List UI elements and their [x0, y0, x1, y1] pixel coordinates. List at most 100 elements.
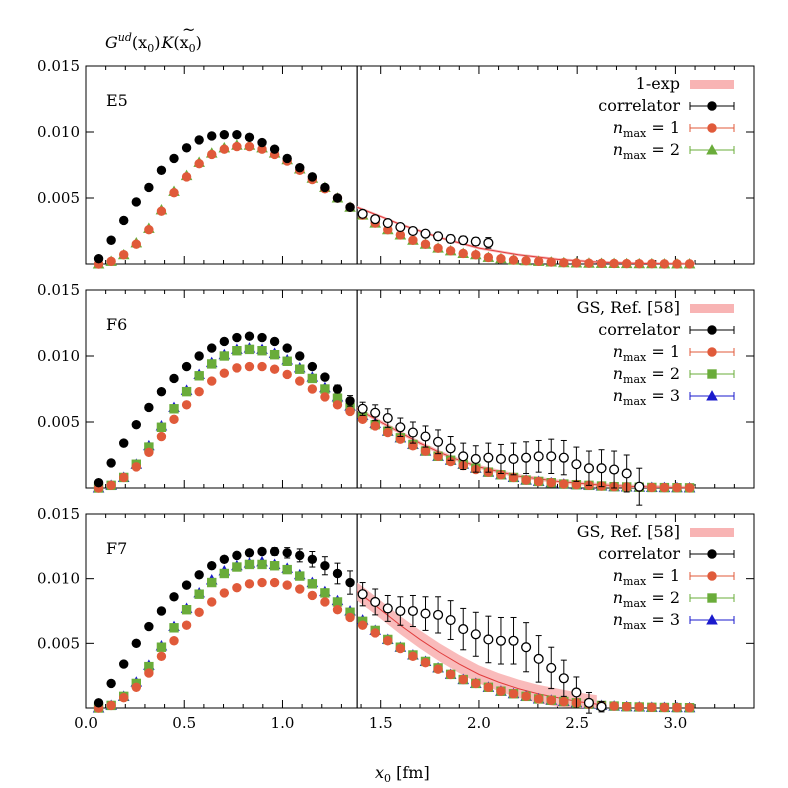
- data-point: [131, 197, 141, 207]
- data-point: [119, 692, 129, 703]
- legend-entry: nmax = 2: [613, 140, 735, 162]
- data-point: [194, 607, 204, 617]
- data-point: [232, 346, 242, 356]
- fit-band: [357, 582, 597, 708]
- data-point: [320, 392, 330, 402]
- data-point: [144, 402, 154, 413]
- x-axis-label: x0 [fm]: [375, 763, 430, 785]
- y-tick-label: 0.010: [37, 347, 80, 365]
- data-point: [382, 412, 393, 424]
- data-point: [332, 384, 343, 394]
- legend-label: nmax = 3: [613, 610, 680, 632]
- data-point: [282, 564, 292, 575]
- data-point: [232, 562, 242, 572]
- x-tick-label: 2.0: [467, 714, 491, 732]
- data-point: [269, 336, 280, 347]
- data-point: [546, 695, 556, 705]
- data-point: [269, 561, 280, 571]
- legend-swatch: [690, 528, 734, 537]
- data-point: [559, 257, 569, 268]
- data-point: [533, 256, 544, 267]
- data-point: [596, 258, 607, 269]
- data-point: [232, 141, 242, 152]
- data-point: [433, 664, 443, 674]
- legend-label: 1-exp: [636, 74, 680, 93]
- data-point: [181, 400, 192, 410]
- data-point: [219, 568, 230, 579]
- data-point: [558, 673, 569, 684]
- data-point: [320, 561, 330, 571]
- data-point: [445, 233, 456, 244]
- legend-marker: [707, 101, 717, 111]
- data-point: [106, 480, 116, 491]
- data-point: [244, 132, 255, 142]
- data-point: [169, 414, 179, 425]
- legend-swatch: [690, 80, 734, 89]
- data-point: [445, 246, 456, 256]
- data-point: [156, 651, 167, 661]
- legend-entry: correlator: [598, 320, 735, 339]
- data-point: [219, 588, 230, 598]
- data-point: [345, 396, 355, 406]
- data-point: [558, 452, 569, 463]
- data-point: [483, 237, 494, 248]
- data-point: [119, 215, 129, 226]
- data-point: [232, 332, 242, 343]
- data-point: [257, 577, 267, 588]
- data-point: [244, 548, 255, 558]
- legend-entry: nmax = 1: [613, 342, 735, 364]
- data-point: [295, 550, 305, 561]
- data-point: [232, 363, 242, 373]
- data-point: [672, 259, 682, 269]
- data-point: [131, 419, 141, 430]
- data-point: [93, 254, 104, 264]
- data-point: [119, 659, 129, 669]
- legend-entry: correlator: [598, 96, 735, 115]
- data-point: [194, 158, 204, 169]
- data-point: [232, 129, 242, 140]
- data-point: [219, 336, 230, 347]
- data-point: [483, 252, 494, 263]
- data-point: [207, 597, 217, 607]
- data-point: [232, 583, 242, 593]
- data-point: [181, 605, 192, 615]
- data-point: [445, 615, 456, 626]
- data-point: [106, 458, 116, 468]
- data-point: [156, 165, 167, 175]
- data-point: [119, 472, 129, 483]
- data-point: [420, 239, 431, 249]
- data-point: [458, 624, 469, 635]
- data-point: [295, 162, 305, 173]
- data-point: [458, 248, 468, 259]
- legend-entry: 1-exp: [636, 74, 734, 93]
- data-point: [470, 453, 481, 465]
- legend-marker: [707, 571, 717, 581]
- data-point: [156, 386, 167, 397]
- data-point: [521, 475, 531, 485]
- data-point: [483, 452, 494, 463]
- data-point: [307, 172, 318, 182]
- data-point: [257, 546, 267, 557]
- data-point: [583, 697, 595, 708]
- data-point: [207, 343, 217, 353]
- data-point: [470, 236, 481, 247]
- data-point: [169, 373, 179, 384]
- data-point: [659, 259, 670, 269]
- data-point: [307, 361, 318, 372]
- data-point: [684, 703, 695, 713]
- data-point: [295, 351, 305, 361]
- data-point: [244, 141, 255, 152]
- data-point: [207, 577, 217, 588]
- data-point: [194, 570, 204, 580]
- data-point: [445, 669, 456, 680]
- data-point: [169, 623, 179, 633]
- data-point: [433, 609, 444, 620]
- legend-label: nmax = 2: [613, 364, 680, 386]
- series-n-max-2: [92, 139, 696, 269]
- data-point: [407, 605, 418, 617]
- data-point: [219, 351, 230, 361]
- legend-entry: GS, Ref. [58]: [577, 522, 734, 541]
- data-point: [307, 554, 318, 564]
- data-point: [131, 682, 141, 693]
- data-point: [307, 373, 318, 384]
